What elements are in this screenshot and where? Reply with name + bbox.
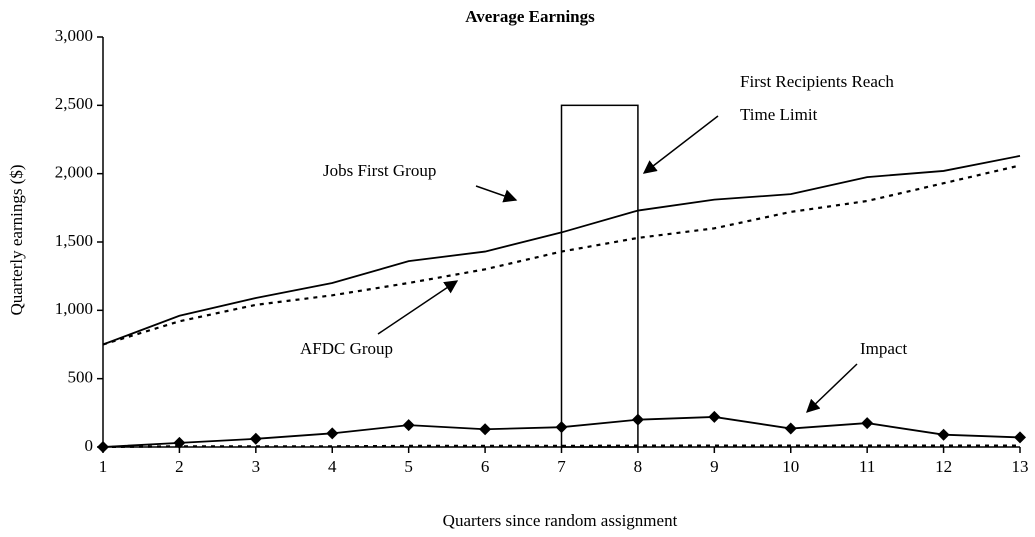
y-tick-label: 1,500 <box>55 231 93 250</box>
arrow <box>806 363 858 413</box>
series-label: AFDC Group <box>300 339 393 358</box>
point <box>1014 431 1026 444</box>
x-tick-label: 6 <box>481 457 490 476</box>
x-tick-label: 9 <box>710 457 719 476</box>
region-label: First Recipients Reach <box>740 72 894 91</box>
x-axis-label: Quarters since random assignment <box>443 511 678 530</box>
y-tick-label: 3,000 <box>55 26 93 45</box>
arrows <box>377 115 858 413</box>
y-axis-label: Quarterly earnings ($) <box>7 164 26 315</box>
arrow <box>475 185 518 203</box>
y-tick-label: 500 <box>68 368 94 387</box>
x-tick-label: 8 <box>634 457 643 476</box>
time-limit-box <box>560 104 639 448</box>
series-line <box>102 164 1021 346</box>
point <box>784 422 797 435</box>
arrow <box>377 280 459 335</box>
point <box>479 423 492 436</box>
series-label: Jobs First Group <box>323 161 436 180</box>
x-tick-label: 12 <box>935 457 952 476</box>
y-tick-label: 0 <box>85 436 94 455</box>
point <box>861 417 874 430</box>
x-tick-label: 7 <box>557 457 566 476</box>
point <box>555 421 568 434</box>
x-tick-label: 3 <box>252 457 261 476</box>
y-tick-label: 2,500 <box>55 94 93 113</box>
series-label: Impact <box>860 339 907 358</box>
x-tick-label: 1 <box>99 457 108 476</box>
y-tick-label: 1,000 <box>55 299 93 318</box>
y-tick-label: 2,000 <box>55 163 93 182</box>
region-label: Time Limit <box>740 105 818 124</box>
point <box>249 432 262 445</box>
chart-title: Average Earnings <box>465 7 595 26</box>
x-tick-label: 11 <box>859 457 875 476</box>
point <box>631 413 644 426</box>
x-tick-label: 13 <box>1012 457 1029 476</box>
point <box>937 428 950 441</box>
point <box>708 410 721 423</box>
x-tick-label: 4 <box>328 457 337 476</box>
series-line <box>102 155 1021 346</box>
arrow <box>642 115 719 174</box>
point <box>402 419 415 432</box>
x-tick-label: 5 <box>404 457 413 476</box>
x-tick-label: 2 <box>175 457 184 476</box>
x-tick-label: 10 <box>782 457 799 476</box>
point <box>326 427 339 440</box>
